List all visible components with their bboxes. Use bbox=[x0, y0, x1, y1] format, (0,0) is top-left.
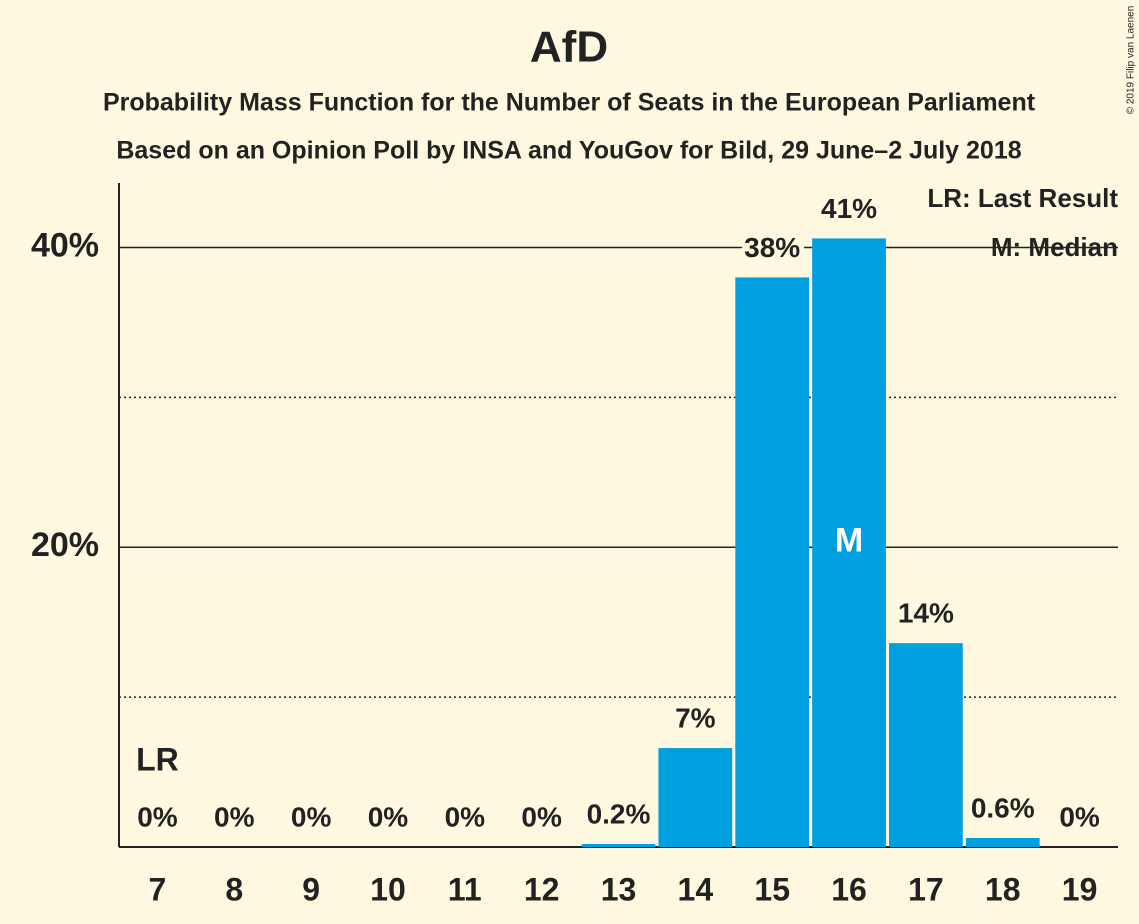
copyright: © 2019 Filip van Laenen bbox=[1126, 6, 1137, 115]
x-tick-label: 9 bbox=[302, 871, 320, 907]
value-label: 0% bbox=[137, 801, 178, 832]
x-tick-label: 15 bbox=[754, 871, 790, 907]
value-label: 38% bbox=[744, 232, 800, 263]
chart-title: AfD bbox=[530, 23, 608, 72]
value-label: 0% bbox=[368, 801, 409, 832]
bar bbox=[812, 238, 886, 847]
x-tick-label: 10 bbox=[370, 871, 406, 907]
value-label: 0% bbox=[214, 801, 255, 832]
x-tick-label: 18 bbox=[985, 871, 1021, 907]
y-tick-label: 20% bbox=[31, 526, 99, 564]
value-label: 0.2% bbox=[587, 798, 651, 829]
x-tick-label: 13 bbox=[601, 871, 637, 907]
value-label: 0% bbox=[1059, 801, 1100, 832]
annotation: M bbox=[835, 522, 863, 560]
value-label: 41% bbox=[821, 193, 877, 224]
value-label: 0% bbox=[445, 801, 486, 832]
x-tick-label: 14 bbox=[678, 871, 714, 907]
value-label: 0% bbox=[521, 801, 562, 832]
labels: 20% 40% 7 0% 8 0% 9 0% 10 0% 11 0% 12 0% 13 0.2% 14 7% 15 3… bbox=[31, 183, 1118, 908]
bar bbox=[658, 748, 733, 847]
x-tick-label: 16 bbox=[831, 871, 867, 907]
x-tick-label: 11 bbox=[448, 871, 482, 907]
legend-entry: LR: Last Result bbox=[927, 183, 1118, 213]
x-tick-label: 7 bbox=[149, 871, 167, 907]
bar bbox=[888, 643, 963, 847]
x-tick-label: 17 bbox=[908, 871, 944, 907]
annotation: LR bbox=[136, 741, 179, 777]
bars bbox=[581, 238, 1040, 847]
value-label: 0.6% bbox=[971, 792, 1035, 823]
value-label: 14% bbox=[898, 598, 954, 629]
x-tick-label: 12 bbox=[524, 871, 560, 907]
value-label: 0% bbox=[291, 801, 332, 832]
grid bbox=[118, 183, 1118, 848]
x-tick-label: 8 bbox=[225, 871, 243, 907]
chart-subtitle: Probability Mass Function for the Number… bbox=[103, 89, 1036, 117]
bar bbox=[735, 277, 810, 847]
bar bbox=[581, 844, 656, 847]
value-label: 7% bbox=[675, 702, 716, 733]
bar bbox=[965, 838, 1040, 847]
chart-subtitle: Based on an Opinion Poll by INSA and You… bbox=[116, 137, 1021, 165]
x-tick-label: 19 bbox=[1062, 871, 1098, 907]
legend-entry: M: Median bbox=[991, 232, 1118, 262]
y-tick-label: 40% bbox=[31, 226, 99, 264]
